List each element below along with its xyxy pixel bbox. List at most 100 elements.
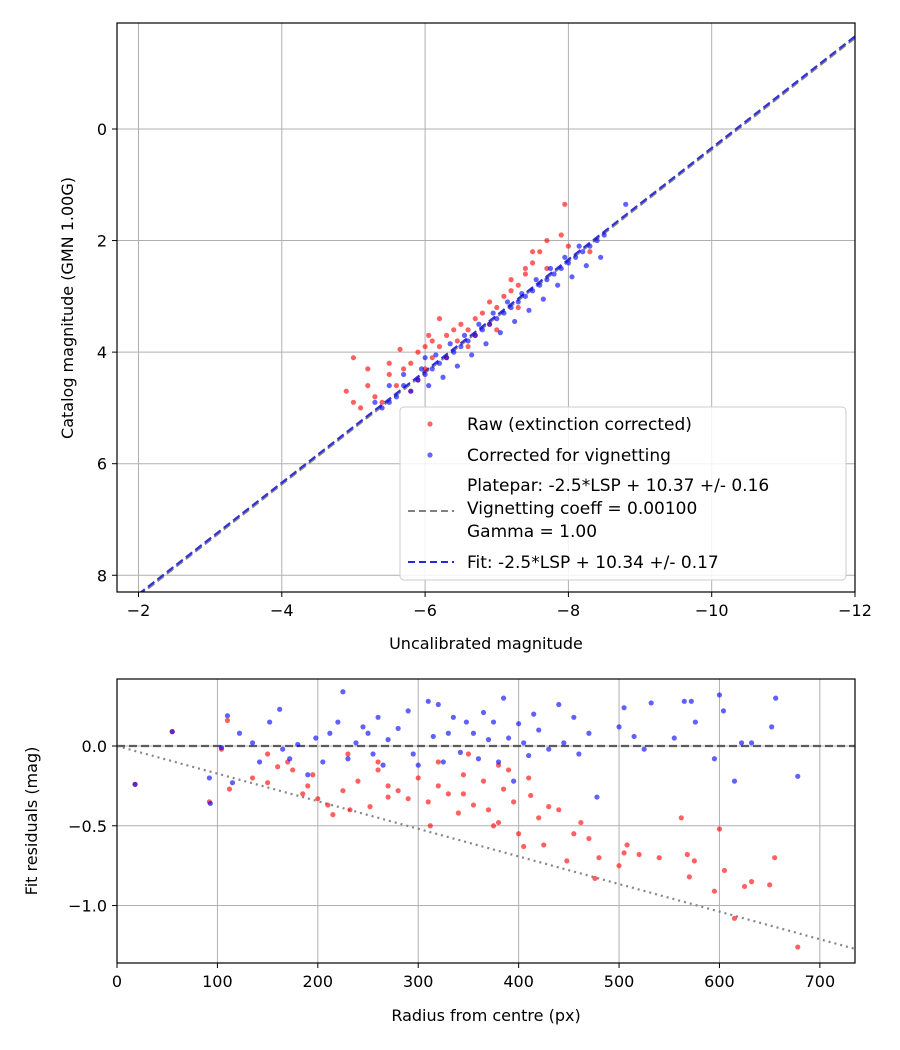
bottom-point-corrected	[395, 725, 401, 732]
top-point-corrected	[426, 382, 432, 389]
top-point-raw	[415, 349, 421, 355]
bottom-point-corrected	[457, 749, 463, 755]
top-point-raw	[386, 371, 392, 378]
top-point-corrected	[501, 310, 507, 316]
top-point-corrected	[572, 254, 579, 260]
top-point-corrected	[598, 254, 604, 260]
top-point-corrected	[497, 330, 503, 336]
top-point-raw	[472, 316, 478, 322]
top-point-raw	[501, 293, 507, 299]
bottom-point-corrected	[410, 751, 416, 757]
top-point-corrected	[458, 343, 464, 350]
top-point-corrected	[529, 288, 536, 294]
top-point-corrected	[576, 243, 582, 249]
top-scatter-points	[343, 201, 629, 411]
top-point-raw	[508, 288, 514, 294]
top-point-raw	[365, 366, 371, 372]
bottom-point-corrected	[236, 730, 243, 736]
top-point-raw	[465, 343, 471, 350]
top-point-corrected	[483, 341, 489, 347]
top-point-raw	[343, 388, 349, 394]
top-point-raw	[465, 327, 471, 333]
bottom-point-corrected	[313, 735, 319, 741]
top-point-corrected	[526, 307, 532, 313]
bottom-point-corrected	[405, 708, 411, 714]
top-point-corrected	[443, 355, 450, 361]
top-x-tick-label: −8	[557, 601, 581, 620]
top-point-raw	[562, 201, 568, 207]
legend: Raw (extinction corrected) Corrected for…	[399, 406, 847, 581]
top-y-tick-label: 4	[97, 343, 107, 362]
bottom-point-raw	[485, 807, 492, 813]
bottom-x-axis-label: Radius from centre (px)	[391, 1006, 580, 1025]
top-x-tick-label: −2	[127, 601, 151, 620]
bottom-x-tick-label: 400	[503, 972, 534, 991]
top-point-raw	[515, 282, 521, 288]
bottom-point-raw	[586, 835, 592, 842]
bottom-point-corrected	[716, 692, 723, 698]
top-point-corrected	[601, 232, 607, 238]
top-point-corrected	[587, 243, 593, 249]
bottom-point-corrected	[365, 730, 371, 736]
bottom-point-raw	[490, 823, 497, 829]
bottom-point-raw	[455, 810, 461, 816]
top-point-corrected	[418, 366, 425, 372]
bottom-point-corrected	[305, 772, 311, 778]
top-point-raw	[365, 382, 371, 389]
bottom-point-corrected	[256, 759, 263, 765]
bottom-point-corrected	[795, 773, 801, 779]
bottom-point-raw	[375, 759, 381, 765]
bottom-point-raw	[330, 812, 336, 818]
bottom-point-raw	[385, 794, 391, 800]
bottom-axes-frame	[116, 678, 856, 964]
bottom-point-raw	[290, 767, 296, 773]
bottom-point-corrected	[207, 800, 213, 807]
top-point-corrected	[565, 260, 571, 266]
bottom-point-raw	[345, 751, 351, 757]
bottom-point-corrected	[385, 737, 391, 743]
top-point-corrected	[569, 274, 575, 280]
top-x-tick-label: −10	[695, 601, 729, 620]
top-point-corrected	[479, 327, 486, 333]
bottom-point-raw	[748, 879, 755, 885]
top-point-raw	[529, 249, 536, 255]
bottom-point-raw	[395, 788, 401, 794]
bottom-ticks: 0 100 200 300 400 500 600 700 0.0 −0.5 −1.0	[68, 737, 835, 991]
top-point-corrected	[580, 249, 586, 255]
bottom-point-corrected	[249, 740, 256, 746]
bottom-point-raw	[731, 915, 738, 921]
legend-fit-label: Fit: -2.5*LSP + 10.34 +/- 0.17	[467, 553, 719, 573]
bottom-point-corrected	[571, 714, 577, 720]
bottom-point-raw	[275, 764, 281, 770]
bottom-scatter-points	[132, 689, 801, 950]
top-point-corrected	[408, 388, 414, 394]
bottom-point-corrected	[470, 730, 477, 736]
legend-corrected-marker	[427, 452, 433, 458]
top-point-raw	[537, 249, 543, 255]
bottom-point-corrected	[688, 698, 694, 704]
bottom-point-raw	[325, 802, 331, 808]
bottom-point-corrected	[621, 705, 627, 711]
bottom-point-corrected	[546, 746, 552, 752]
top-ticks: −2 −4 −6 −8 −10 −12 0 2 4 6 8	[97, 120, 872, 620]
bottom-point-raw	[556, 807, 562, 813]
bottom-point-raw	[375, 767, 381, 773]
top-point-raw	[358, 405, 364, 411]
top-point-corrected	[533, 277, 539, 283]
bottom-point-raw	[405, 796, 411, 802]
top-point-corrected	[469, 352, 475, 358]
top-point-corrected	[465, 338, 471, 344]
bottom-point-raw	[265, 751, 271, 757]
bottom-point-raw	[621, 850, 627, 856]
bottom-point-corrected	[711, 756, 718, 762]
bottom-point-raw	[741, 883, 748, 890]
bottom-point-raw	[578, 819, 584, 826]
bottom-point-raw	[367, 804, 373, 810]
bottom-point-raw	[616, 863, 622, 869]
bottom-point-raw	[347, 807, 353, 813]
bottom-point-corrected	[375, 714, 381, 720]
top-point-raw	[544, 265, 550, 272]
bottom-point-raw	[315, 796, 321, 802]
bottom-point-corrected	[295, 741, 301, 748]
top-point-raw	[565, 243, 571, 249]
